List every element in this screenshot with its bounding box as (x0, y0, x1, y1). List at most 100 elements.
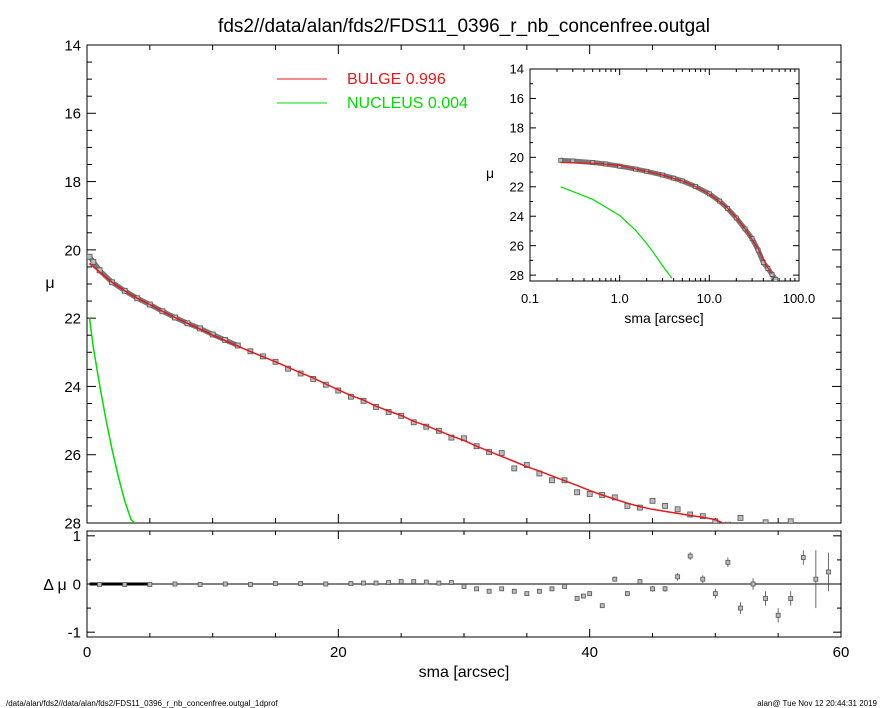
residual-point (662, 586, 668, 592)
residual-point (675, 574, 681, 580)
inset-x-tick-label: 10.0 (697, 291, 722, 306)
main-y-tick-label: 16 (64, 106, 81, 123)
data-point (674, 506, 681, 513)
inset-data-point (769, 271, 775, 277)
main-panel: 14 16 18 20 22 24 26 28 μ BULGE 0.996 NUCLEUS 0.00… (45, 37, 842, 532)
resid-y-tick-label: 1 (73, 528, 81, 545)
nucleus-model-line (88, 318, 136, 523)
resid-y-tick-label: -1 (68, 625, 81, 642)
inset-data-point (590, 160, 596, 165)
residual-point (197, 582, 203, 587)
inset-y-tick-label: 14 (510, 62, 524, 77)
inset-y-tick-label: 18 (510, 121, 524, 136)
inset-y-axis-label: μ (486, 165, 494, 181)
residual-point (750, 581, 756, 587)
residual-point (549, 586, 555, 592)
data-point (549, 477, 555, 484)
main-y-axis-label: μ (45, 275, 54, 292)
data-point (611, 494, 618, 501)
residual-point (323, 581, 329, 587)
residual-point (637, 579, 643, 584)
legend-label-bulge: BULGE 0.996 (347, 71, 446, 88)
residual-point (775, 612, 781, 618)
residual-point (599, 603, 605, 609)
data-point (751, 524, 756, 529)
inset-y-tick-label: 24 (510, 209, 524, 224)
residual-point (222, 581, 228, 587)
residual-point (348, 581, 354, 586)
residual-point (273, 581, 278, 586)
data-point (725, 521, 731, 523)
residual-point (461, 584, 467, 589)
data-point (87, 253, 93, 260)
inset-frame (529, 68, 800, 282)
residual-point (486, 588, 492, 594)
residual-point (474, 586, 479, 592)
inset-x-tick-label: 0.1 (521, 291, 539, 306)
main-y-tick-label: 14 (64, 37, 81, 54)
bulge-model-line (89, 262, 724, 523)
residual-point (587, 591, 593, 597)
residual-point (499, 586, 505, 592)
residual-point (813, 576, 819, 582)
resid-x-tick-label: 0 (83, 644, 91, 661)
data-point (762, 519, 769, 523)
data-point (511, 465, 518, 472)
residual-point (687, 553, 693, 559)
resid-x-tick-label: 40 (581, 644, 598, 661)
data-point (586, 491, 593, 497)
residual-point (449, 580, 454, 585)
main-y-tick-label: 20 (64, 242, 81, 259)
footer-right: alan@ Tue Nov 12 20:44:31 2019 (757, 699, 877, 708)
residual-point (122, 582, 128, 587)
residual-point (524, 591, 530, 597)
chart-title: fds2//data/alan/fds2/FDS11_0396_r_nb_con… (218, 16, 710, 37)
inset-y-tick-label: 28 (510, 268, 524, 283)
resid-x-tick-label: 20 (330, 644, 347, 661)
residual-point (511, 588, 517, 594)
residual-point (574, 596, 580, 601)
residual-point (361, 580, 366, 586)
residual-point (247, 582, 253, 587)
residual-point (147, 582, 153, 587)
residual-point (373, 580, 379, 586)
inset-y-tick-label: 20 (510, 150, 524, 165)
inset-data-point (558, 157, 564, 163)
residual-point (712, 591, 718, 597)
main-y-tick-label: 18 (64, 174, 81, 191)
main-y-tick-label: 28 (64, 515, 81, 532)
data-point (787, 518, 794, 523)
residual-point (800, 555, 806, 560)
residual-point (612, 576, 618, 582)
residual-point (826, 569, 831, 575)
resid-y-tick-label: 0 (73, 576, 81, 593)
residual-point (436, 580, 442, 586)
inset-data-point (773, 277, 779, 281)
residual-point (624, 591, 630, 597)
residual-point (700, 576, 706, 582)
residual-point (172, 581, 178, 587)
inset-y-tick-label: 22 (510, 179, 524, 194)
residual-point (298, 581, 304, 586)
inset-x-tick-label: 1.0 (611, 291, 629, 306)
inset-y-tick-label: 16 (510, 91, 524, 106)
residual-point (411, 579, 417, 584)
main-y-tick-label: 26 (64, 447, 81, 464)
data-point (498, 450, 505, 456)
residual-point (763, 596, 768, 601)
residual-point (650, 586, 655, 592)
inset-nucleus-line (560, 186, 673, 279)
main-y-tick-label: 22 (64, 311, 81, 328)
inset-x-tick-label: 100.0 (783, 291, 816, 306)
x-axis-label: sma [arcsec] (419, 664, 510, 681)
residual-point (738, 605, 743, 611)
data-point (737, 515, 744, 521)
residual-point (580, 593, 586, 599)
main-y-tick-label: 24 (64, 379, 81, 396)
data-point (574, 489, 580, 496)
residual-point (97, 582, 102, 587)
data-point (662, 502, 668, 509)
residual-point (537, 588, 542, 594)
